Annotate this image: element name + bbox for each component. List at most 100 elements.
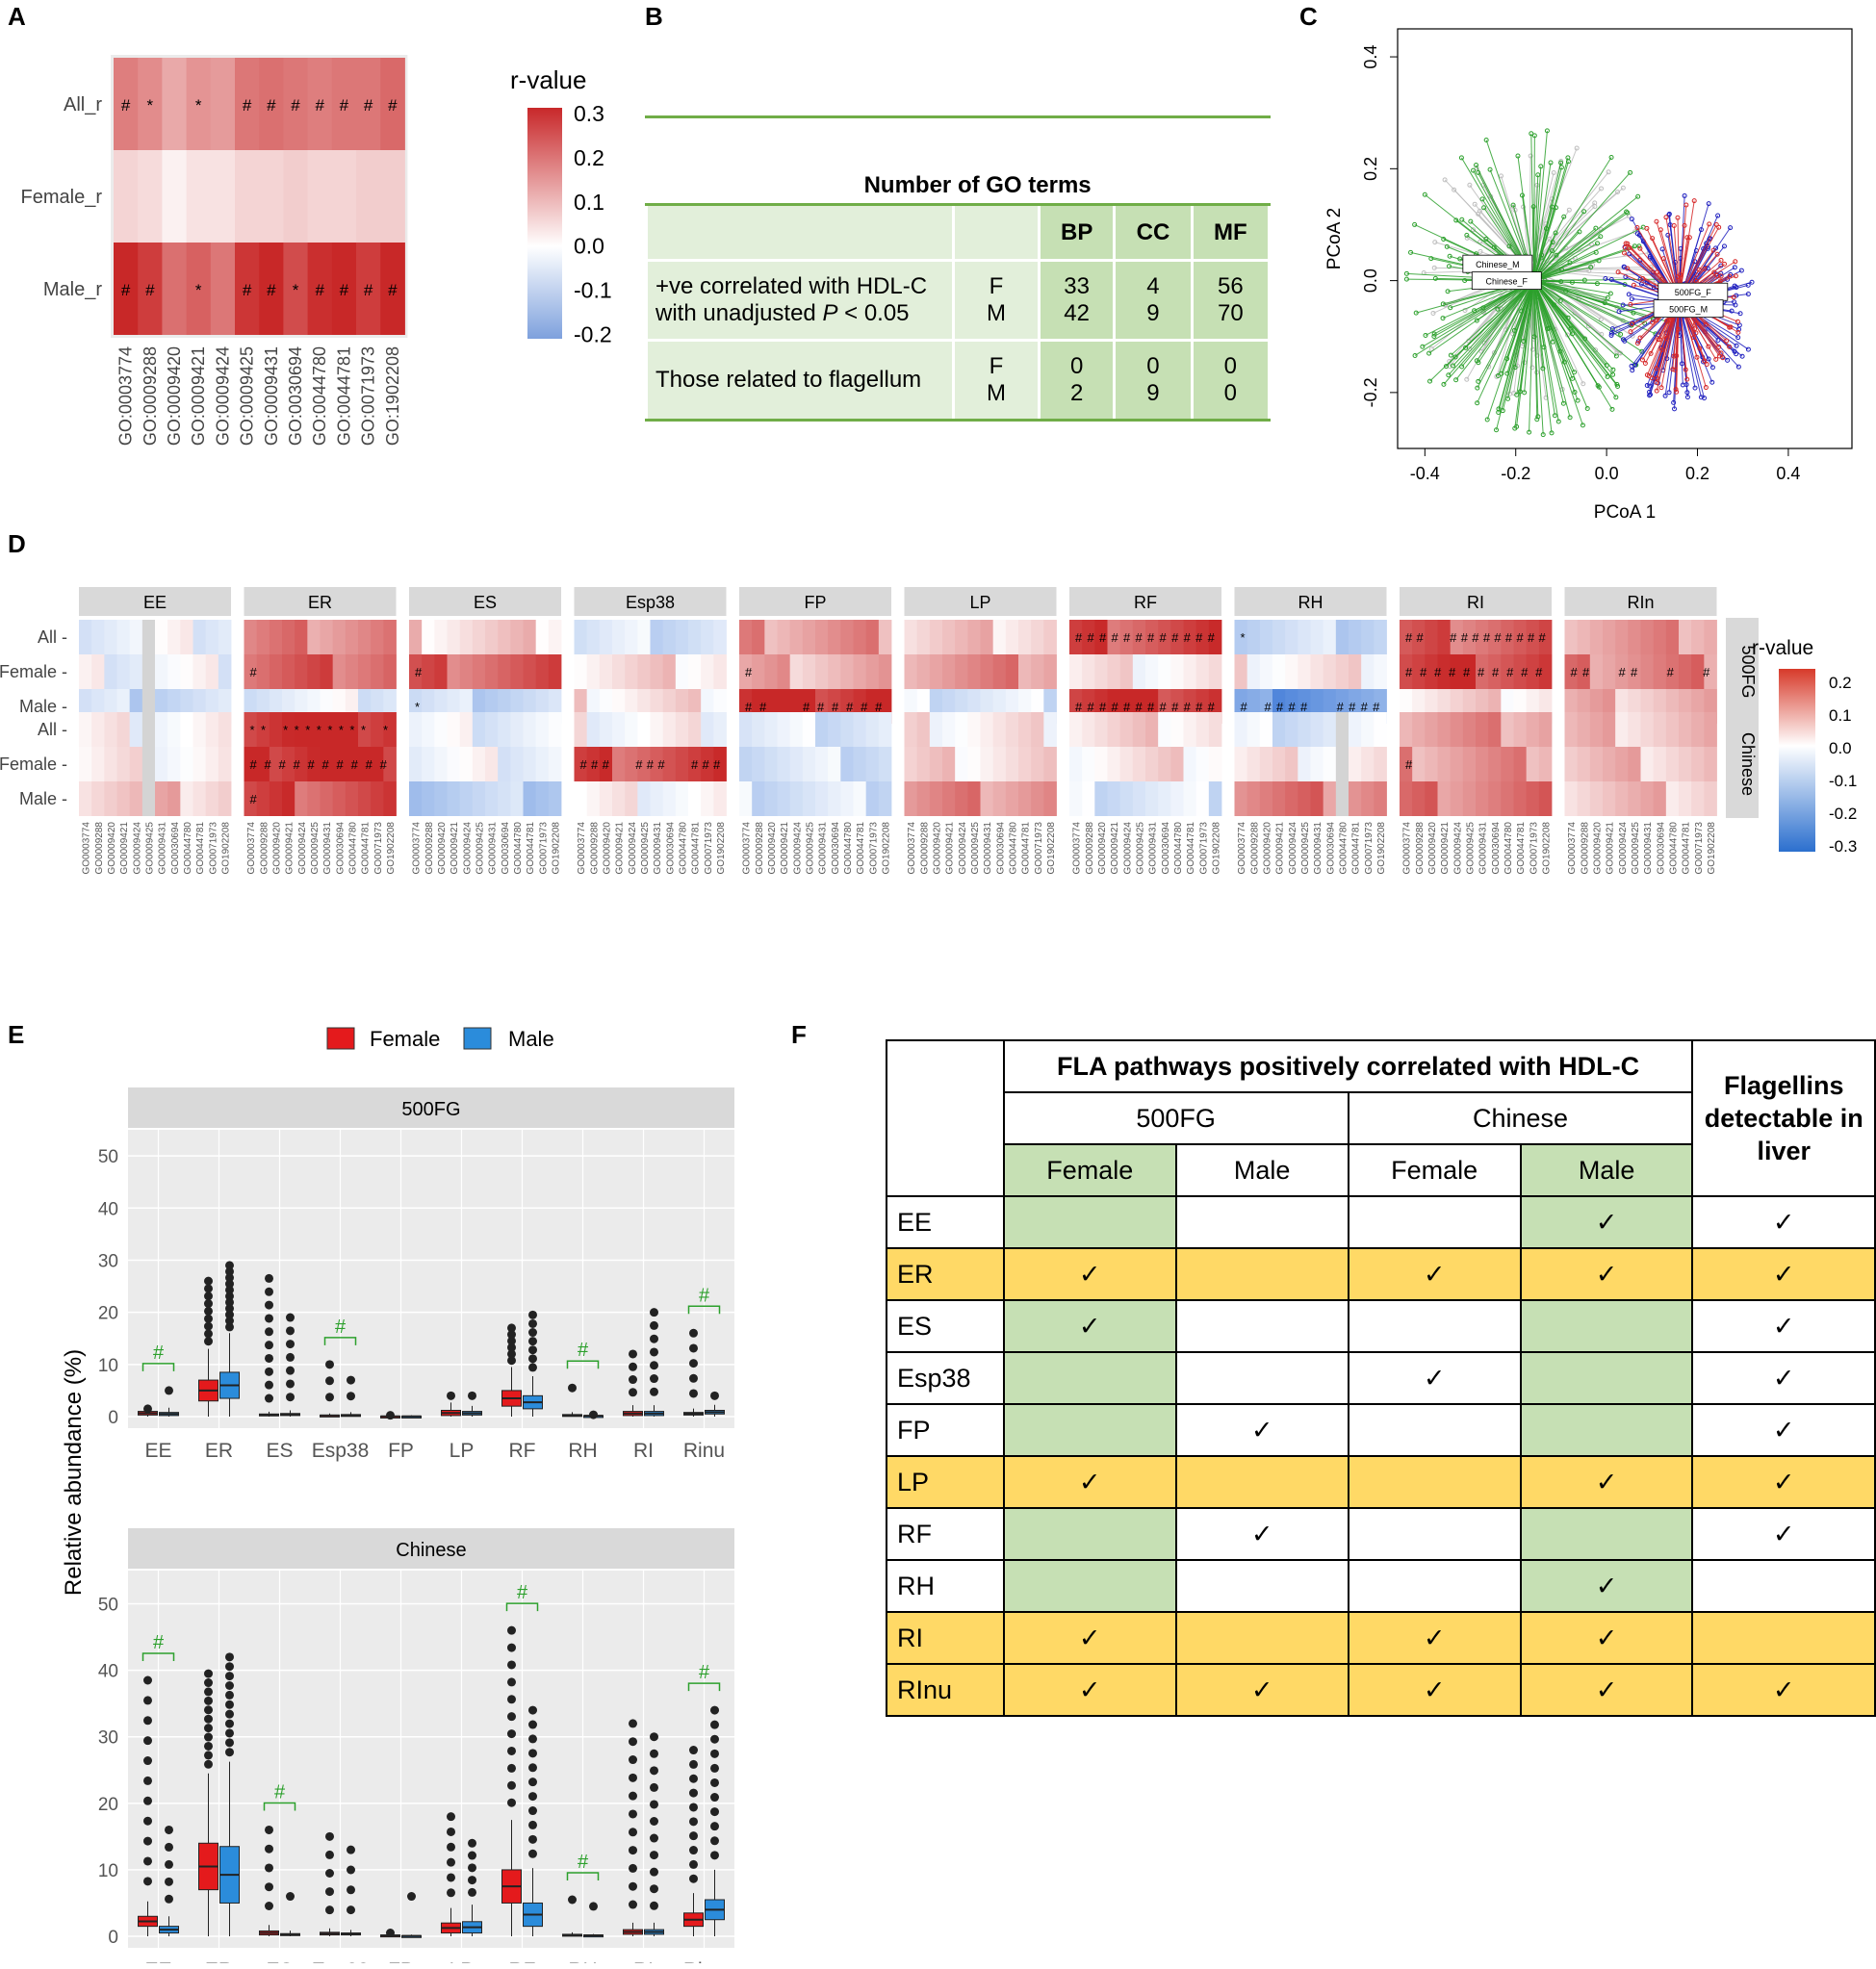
outlier	[225, 1279, 234, 1289]
heat-cell	[1246, 781, 1261, 816]
heat-cell	[1615, 654, 1629, 689]
sample-point	[1549, 248, 1555, 254]
spoke	[1533, 227, 1597, 281]
sample-point	[1684, 235, 1690, 241]
heat-cell	[282, 620, 296, 654]
heat-cell	[675, 781, 689, 816]
heat-cell	[155, 620, 168, 654]
heat-cell	[307, 654, 321, 689]
go-label: GO0071973	[208, 822, 218, 875]
heat-cell	[1310, 712, 1324, 747]
heat-cell	[409, 620, 423, 654]
sample-point	[1451, 363, 1456, 369]
heat-cell	[815, 620, 829, 654]
outlier	[528, 1763, 537, 1773]
heat-cell	[548, 654, 562, 689]
sample-point	[1693, 330, 1699, 336]
heat-cell	[141, 712, 156, 747]
sample-point	[1734, 285, 1739, 291]
sig-mark: #	[153, 1342, 165, 1364]
heat-cell	[1513, 620, 1528, 654]
heat-cell	[1259, 712, 1273, 747]
outlier	[143, 1836, 152, 1846]
col-label: GO:0071973	[359, 346, 378, 446]
legend-male-key	[463, 1027, 492, 1050]
outlier	[225, 1709, 234, 1719]
row-label: Male -	[19, 697, 67, 716]
sample-point	[1499, 371, 1504, 376]
sample-point	[1718, 270, 1724, 276]
outlier	[447, 1888, 455, 1898]
heat-cell	[205, 781, 219, 816]
sample-point	[1446, 372, 1452, 378]
panel-label-a: A	[8, 2, 26, 31]
heat-cell	[434, 781, 448, 816]
heat-cell	[675, 747, 689, 781]
heat-cell	[210, 150, 236, 243]
sample-point	[1632, 243, 1637, 249]
spoke	[1524, 280, 1535, 393]
sig-mark: #	[267, 96, 276, 115]
heat-cell	[1564, 747, 1579, 781]
outlier	[325, 1869, 334, 1879]
sample-point	[1630, 368, 1635, 373]
heat-cell	[1005, 620, 1019, 654]
heat-cell	[1018, 747, 1032, 781]
sig-mark: #	[1461, 630, 1469, 645]
heat-cell	[498, 781, 511, 816]
outlier	[225, 1297, 234, 1307]
heat-cell	[612, 620, 626, 654]
sig-bracket	[687, 1305, 721, 1315]
sample-point	[1468, 218, 1474, 224]
outlier	[650, 1374, 658, 1384]
heat-cell	[904, 654, 918, 689]
heat-cell	[205, 712, 219, 747]
sample-point	[1706, 344, 1711, 349]
go-label: GO0009424	[958, 822, 968, 875]
sig-mark: #	[250, 757, 258, 772]
sig-mark: #	[603, 757, 610, 772]
heat-cell	[409, 712, 423, 747]
sample-point	[1548, 160, 1554, 166]
heat-cell	[764, 620, 778, 654]
heat-cell	[1069, 712, 1083, 747]
heat-cell	[1132, 654, 1146, 689]
sample-point	[1426, 350, 1432, 356]
sample-point	[1634, 231, 1640, 237]
heat-cell	[104, 712, 117, 747]
centroid-label: Chinese_M	[1476, 260, 1520, 269]
heat-cell	[1577, 620, 1591, 654]
check-cell	[1691, 1611, 1876, 1665]
heat-cell	[955, 781, 968, 816]
heat-cell	[548, 712, 562, 747]
heat-cell	[282, 781, 296, 816]
heat-cell	[1400, 620, 1413, 654]
legend-tick: 0.0	[574, 234, 604, 259]
outlier	[528, 1749, 537, 1758]
outlier	[710, 1705, 719, 1715]
heat-cell	[1310, 654, 1324, 689]
sample-point	[1452, 187, 1457, 192]
check-cell	[1174, 1195, 1349, 1249]
panel-label-b: B	[645, 2, 663, 31]
heat-cell	[256, 781, 270, 816]
heat-cell	[1018, 654, 1032, 689]
heat-cell	[116, 781, 131, 816]
outlier	[204, 1291, 213, 1301]
outlier	[265, 1380, 273, 1390]
heat-cell	[1665, 781, 1680, 816]
sample-point	[1602, 300, 1607, 306]
outlier	[265, 1327, 273, 1337]
sample-point	[1671, 399, 1677, 405]
heat-cell	[1603, 620, 1616, 654]
sample-point	[1666, 212, 1672, 217]
heat-cell	[1501, 747, 1514, 781]
heat-cell	[688, 620, 702, 654]
heat-cell	[1577, 747, 1591, 781]
heat-cell	[1400, 781, 1413, 816]
x-tick-label: Rinu	[683, 1959, 725, 1963]
heat-cell	[186, 58, 212, 150]
sub-male-500fg: Male	[1174, 1143, 1349, 1197]
sig-mark: #	[1208, 700, 1216, 714]
